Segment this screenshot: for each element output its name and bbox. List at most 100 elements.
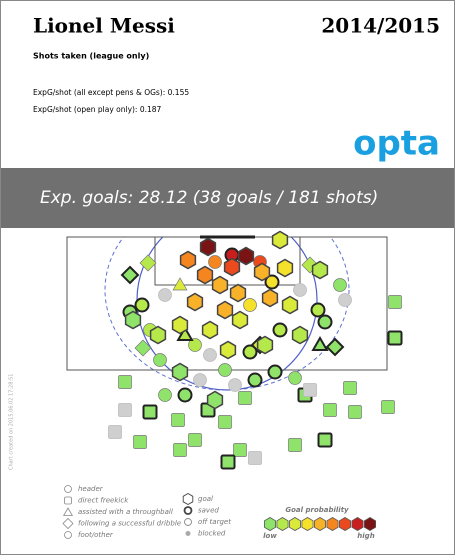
banner-text: Exp. goals: 28.12 (38 goals / 181 shots) bbox=[40, 188, 378, 208]
shot bbox=[238, 391, 252, 405]
legend-label: assisted with a throughball bbox=[78, 508, 173, 516]
legend-swatch bbox=[313, 517, 327, 531]
shot bbox=[216, 300, 234, 320]
shot bbox=[186, 292, 204, 312]
shot bbox=[64, 496, 72, 505]
shot bbox=[171, 315, 189, 335]
shot bbox=[343, 381, 357, 395]
legend-label: header bbox=[78, 485, 104, 493]
season: 2014/2015 bbox=[321, 14, 440, 38]
legend-swatch bbox=[288, 517, 302, 531]
shot bbox=[118, 403, 132, 417]
shot bbox=[199, 237, 217, 257]
shot bbox=[317, 314, 333, 330]
shot bbox=[108, 425, 122, 439]
shot bbox=[133, 435, 147, 449]
shot bbox=[293, 283, 307, 297]
shot bbox=[243, 298, 257, 312]
shot bbox=[173, 443, 187, 457]
shot bbox=[333, 278, 347, 292]
player-name: Lionel Messi bbox=[33, 14, 175, 38]
shot bbox=[288, 438, 302, 452]
shot bbox=[219, 340, 237, 360]
shot bbox=[179, 250, 197, 270]
shot bbox=[188, 433, 202, 447]
legend-swatch bbox=[263, 517, 277, 531]
shot bbox=[206, 390, 224, 410]
shot bbox=[248, 451, 262, 465]
shot bbox=[193, 373, 207, 387]
shot bbox=[256, 335, 274, 355]
shot bbox=[158, 388, 172, 402]
shot bbox=[223, 257, 241, 277]
shot bbox=[276, 258, 294, 278]
footnote: Chart created on 2015.06.02 17:28:51 bbox=[9, 374, 15, 470]
shot bbox=[118, 375, 132, 389]
legend-low: low bbox=[263, 532, 277, 540]
shot bbox=[311, 335, 329, 351]
shot bbox=[348, 405, 362, 419]
legend-label: off target bbox=[198, 518, 231, 526]
shot bbox=[218, 415, 232, 429]
shot bbox=[310, 302, 326, 318]
shot bbox=[271, 230, 289, 250]
shot bbox=[176, 325, 194, 341]
legend-swatch bbox=[326, 517, 339, 531]
shot bbox=[64, 531, 72, 539]
shot bbox=[237, 246, 255, 266]
shot bbox=[139, 254, 157, 272]
shot bbox=[228, 378, 242, 392]
shot bbox=[323, 403, 337, 417]
legend-label: blocked bbox=[198, 530, 226, 538]
shot bbox=[229, 283, 247, 303]
legend-swatch bbox=[338, 517, 352, 531]
legend: header direct freekick assisted with a thr… bbox=[62, 485, 377, 540]
shot bbox=[188, 338, 202, 352]
shots bbox=[108, 230, 403, 470]
subtitle: Shots taken (league only) bbox=[33, 52, 149, 61]
shot bbox=[158, 288, 172, 302]
shot bbox=[211, 275, 229, 295]
shot bbox=[220, 454, 236, 470]
shot bbox=[233, 443, 247, 457]
legend-title: Goal probability bbox=[285, 506, 349, 514]
legend-swatch bbox=[363, 517, 377, 531]
shot bbox=[134, 339, 152, 357]
shot bbox=[62, 517, 74, 530]
shot bbox=[267, 364, 283, 380]
distance-ring bbox=[104, 237, 350, 391]
shot bbox=[185, 530, 191, 536]
legend-label: following a successful dribble bbox=[78, 520, 181, 528]
shot bbox=[177, 387, 193, 403]
shot bbox=[171, 362, 189, 382]
shot bbox=[388, 295, 402, 309]
shot bbox=[171, 413, 185, 427]
legend-label: direct freekick bbox=[78, 497, 129, 505]
legend-label: foot/other bbox=[78, 531, 114, 539]
opta-logo: opta bbox=[353, 124, 440, 164]
shot bbox=[242, 344, 258, 360]
shot bbox=[172, 277, 188, 291]
shot bbox=[120, 265, 140, 285]
shot bbox=[338, 293, 352, 307]
shot bbox=[303, 383, 317, 397]
shot bbox=[288, 371, 302, 385]
shot bbox=[153, 353, 167, 367]
legend-swatch bbox=[276, 517, 289, 531]
shot bbox=[203, 348, 217, 362]
legend-swatch bbox=[351, 517, 364, 531]
shot bbox=[184, 518, 192, 526]
shot bbox=[183, 506, 193, 515]
shot bbox=[261, 288, 279, 308]
shot bbox=[325, 337, 345, 357]
legend-swatch bbox=[301, 517, 314, 531]
shot bbox=[311, 260, 329, 280]
shot bbox=[134, 297, 150, 313]
shot bbox=[264, 274, 280, 290]
shot bbox=[196, 265, 214, 285]
shot bbox=[63, 507, 73, 516]
legend-high: high bbox=[357, 532, 374, 540]
shot bbox=[149, 325, 167, 345]
shot bbox=[142, 404, 158, 420]
